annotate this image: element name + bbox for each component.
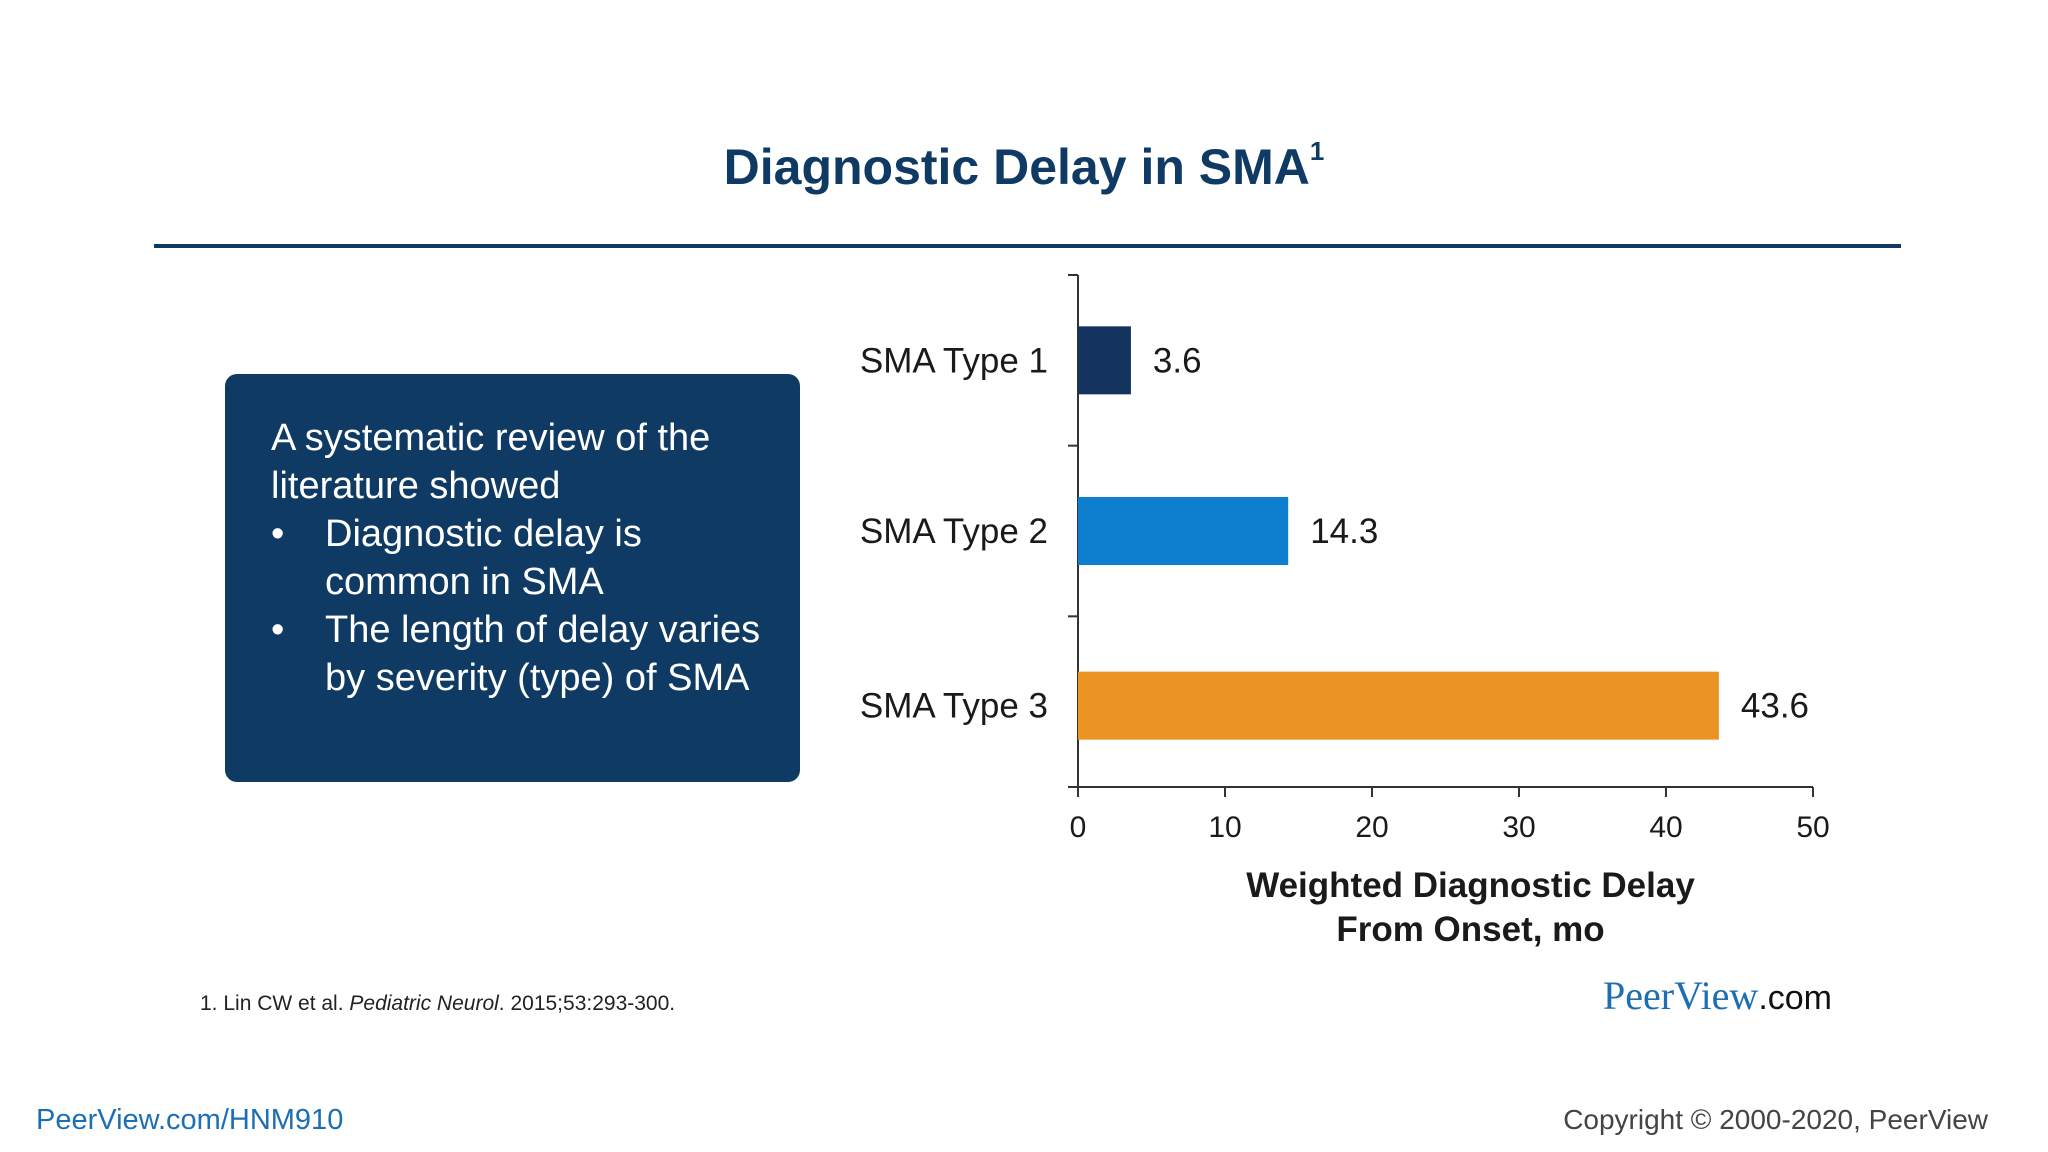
bar-2 xyxy=(1078,497,1289,565)
summary-bullet-text: The length of delay varies by severity (… xyxy=(325,609,761,699)
x-tick-label: 20 xyxy=(1355,811,1388,844)
logo-com: .com xyxy=(1758,979,1833,1017)
bar-1 xyxy=(1078,326,1131,395)
peerview-logo: PeerView.com xyxy=(1603,972,1832,1019)
summary-bullet-text: Diagnostic delay is common in SMA xyxy=(325,513,642,603)
footnote-prefix: 1. Lin CW et al. xyxy=(200,992,350,1015)
summary-bullet-item: • Diagnostic delay is common in SMA xyxy=(271,510,770,606)
summary-intro: A systematic review of the literature sh… xyxy=(271,417,711,507)
x-axis-title-line: Weighted Diagnostic Delay xyxy=(1246,866,1695,905)
x-tick-label: 40 xyxy=(1649,811,1682,844)
slide-title: Diagnostic Delay in SMA1 xyxy=(0,136,2048,196)
x-tick-label: 0 xyxy=(1070,811,1087,844)
title-reference-superscript: 1 xyxy=(1309,136,1325,167)
x-tick-label: 10 xyxy=(1208,811,1241,844)
summary-box: A systematic review of the literature sh… xyxy=(225,374,800,782)
slide-title-text: Diagnostic Delay in SMA xyxy=(723,139,1310,195)
footnote: 1. Lin CW et al. Pediatric Neurol. 2015;… xyxy=(200,992,675,1016)
program-link[interactable]: PeerView.com/HNM910 xyxy=(36,1104,344,1136)
category-label: SMA Type 3 xyxy=(860,687,1048,726)
bullet-glyph: • xyxy=(271,513,285,555)
value-label: 14.3 xyxy=(1310,512,1378,551)
summary-bullet-item: • The length of delay varies by severity … xyxy=(271,606,770,702)
title-divider xyxy=(154,244,1901,248)
value-label: 3.6 xyxy=(1153,341,1202,380)
logo-view: View xyxy=(1674,973,1759,1018)
x-tick-label: 50 xyxy=(1796,811,1829,844)
category-label: SMA Type 1 xyxy=(860,341,1048,380)
bar-3 xyxy=(1078,671,1719,740)
value-label: 43.6 xyxy=(1741,687,1809,726)
summary-bullet-list: • Diagnostic delay is common in SMA • The … xyxy=(271,510,770,702)
logo-peer: Peer xyxy=(1603,973,1675,1018)
x-axis-title-line: From Onset, mo xyxy=(1336,910,1604,949)
bullet-glyph: • xyxy=(271,609,285,651)
x-tick-label: 30 xyxy=(1502,811,1535,844)
footnote-journal: Pediatric Neurol xyxy=(349,992,499,1015)
category-label: SMA Type 2 xyxy=(860,512,1048,551)
copyright-notice: Copyright © 2000-2020, PeerView xyxy=(1563,1104,1988,1135)
footnote-suffix: . 2015;53:293-300. xyxy=(498,992,676,1015)
